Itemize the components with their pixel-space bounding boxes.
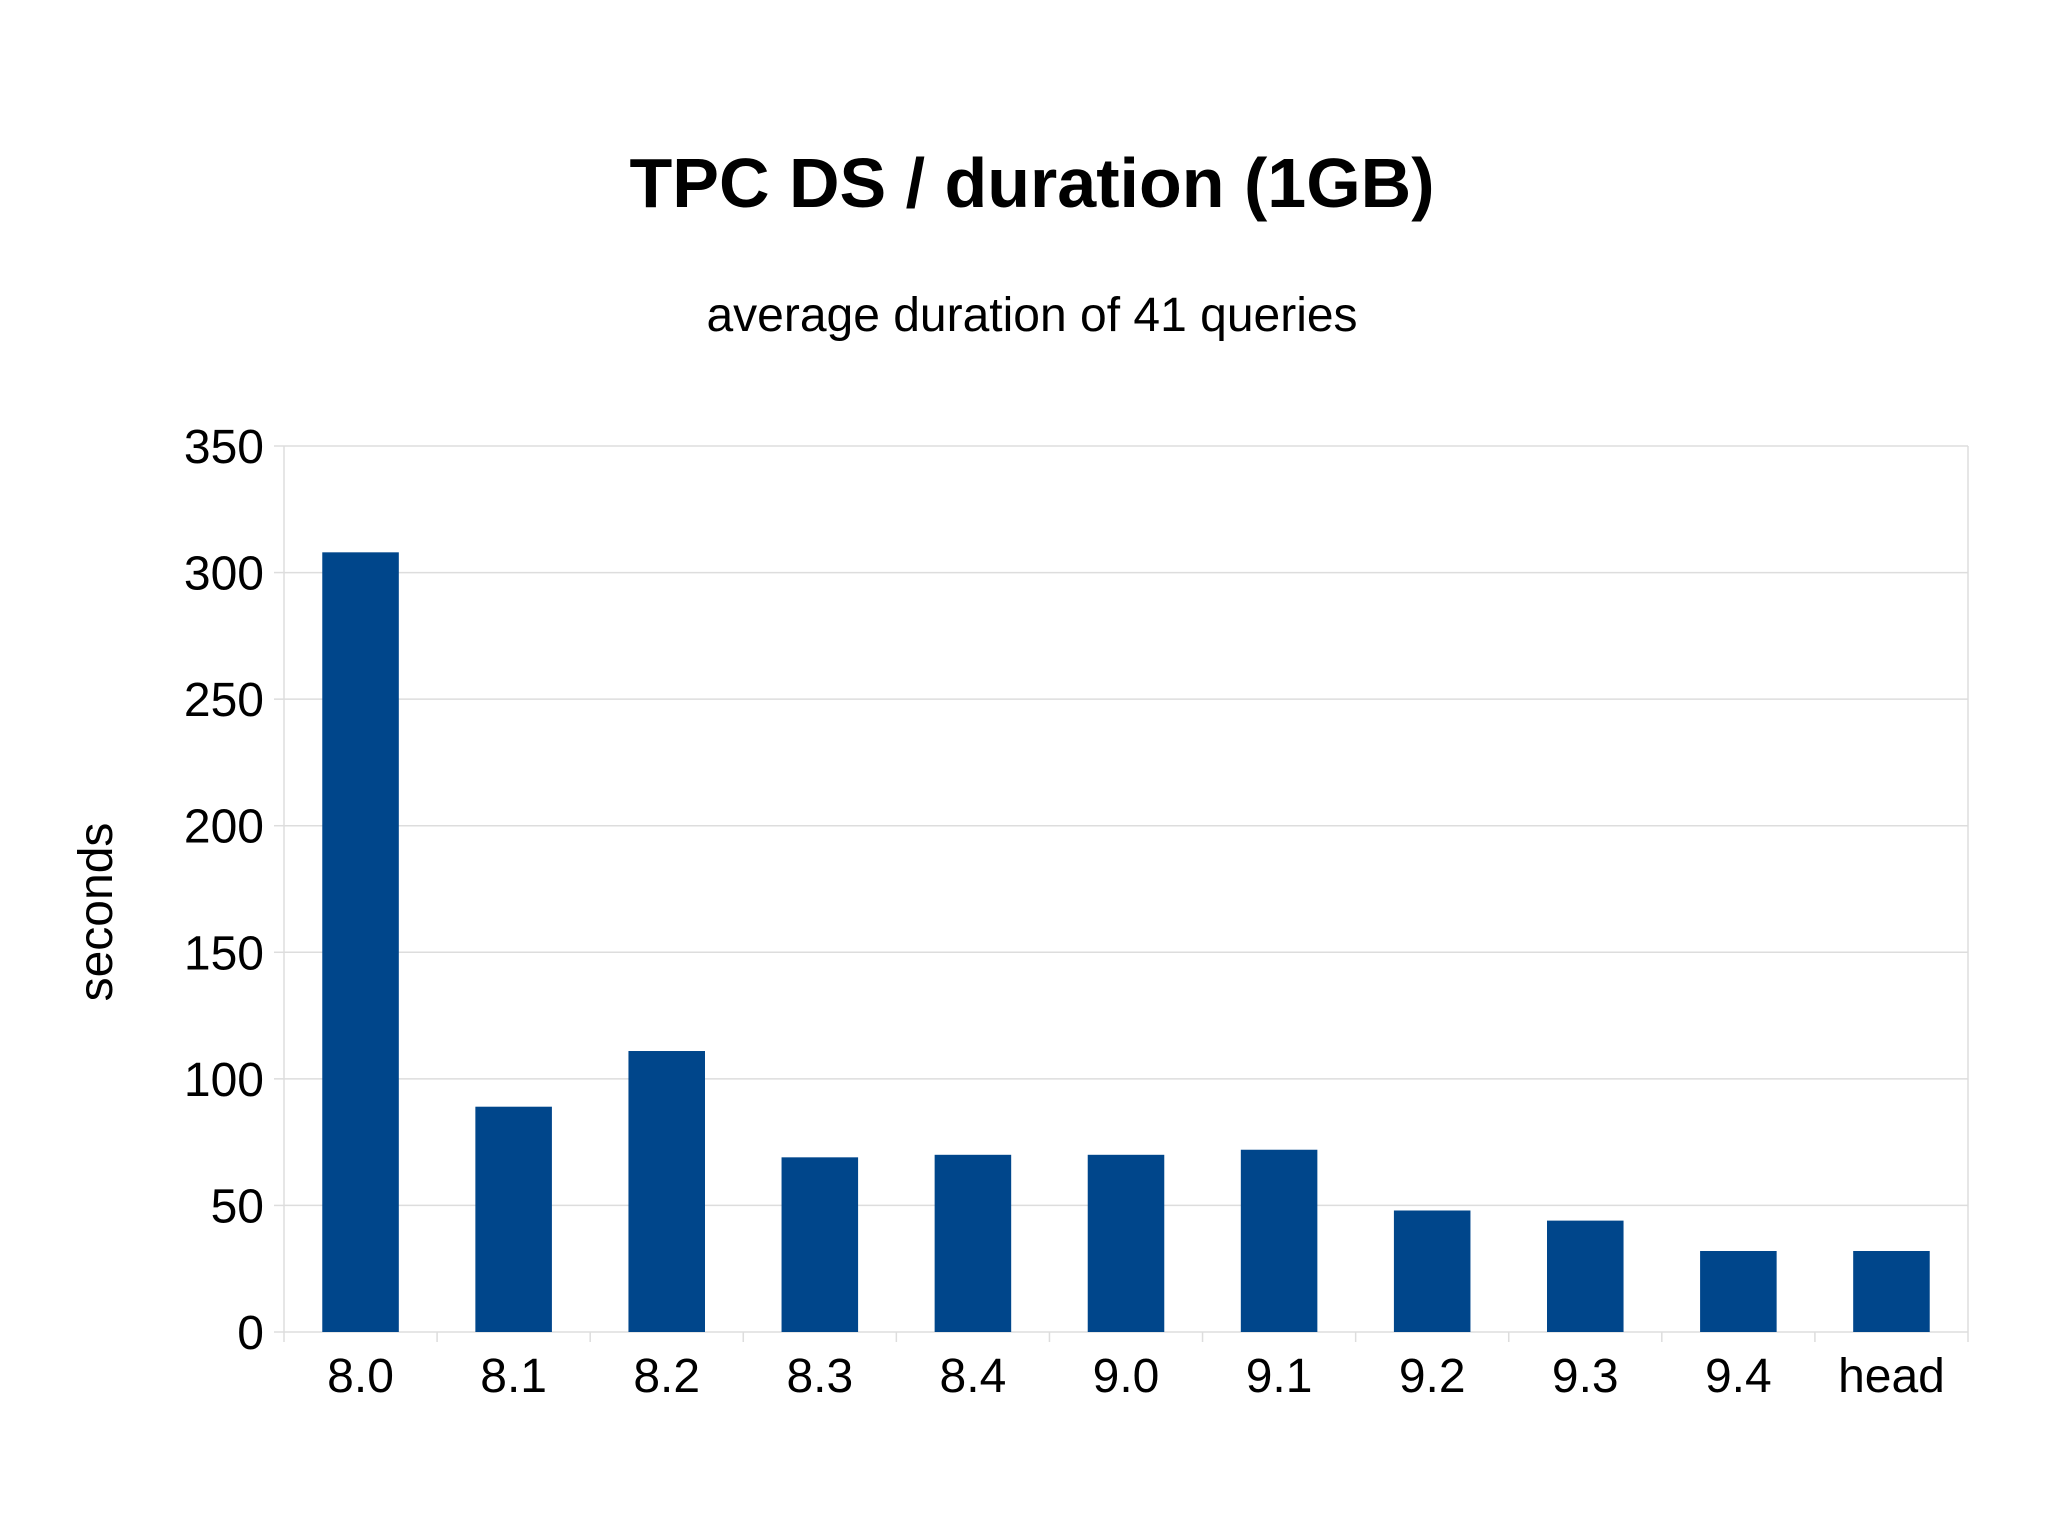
bar-8.0 bbox=[322, 552, 399, 1332]
bar-8.3 bbox=[781, 1157, 859, 1332]
y-tick-label: 350 bbox=[184, 421, 264, 474]
y-axis-title: seconds bbox=[70, 823, 123, 1002]
chart-subtitle: average duration of 41 queries bbox=[706, 289, 1357, 342]
y-tick-label: 250 bbox=[184, 674, 264, 727]
x-tick-label: 9.1 bbox=[1246, 1350, 1313, 1403]
x-tick-label: 9.3 bbox=[1552, 1350, 1619, 1403]
x-tick-label: 8.2 bbox=[633, 1350, 700, 1403]
y-tick-labels: 0 50 100 150 200 250 300 350 bbox=[184, 421, 264, 1360]
bar-8.4 bbox=[934, 1154, 1012, 1332]
y-tick-label: 200 bbox=[184, 801, 264, 854]
chart-title: TPC DS / duration (1GB) bbox=[630, 144, 1435, 222]
x-tick-label: 8.4 bbox=[940, 1350, 1007, 1403]
x-tick-label: 8.0 bbox=[327, 1350, 394, 1403]
y-tick-label: 0 bbox=[237, 1307, 264, 1360]
x-tick-label: head bbox=[1838, 1350, 1945, 1403]
bar-9.1 bbox=[1240, 1149, 1318, 1332]
x-tick-label: 9.2 bbox=[1399, 1350, 1466, 1403]
x-tick-label: 9.4 bbox=[1705, 1350, 1772, 1403]
x-tick-label: 9.0 bbox=[1093, 1350, 1160, 1403]
x-tick-labels: 8.0 8.1 8.2 8.3 8.4 9.0 9.1 9.2 9.3 9.4 head bbox=[327, 1350, 1945, 1403]
bar-9.3 bbox=[1547, 1220, 1624, 1332]
bar-8.1 bbox=[475, 1106, 552, 1332]
x-tick-label: 8.1 bbox=[480, 1350, 547, 1403]
bar-9.4 bbox=[1700, 1250, 1777, 1332]
y-tick-label: 150 bbox=[184, 927, 264, 980]
bars bbox=[322, 552, 1930, 1332]
bar-8.2 bbox=[628, 1051, 705, 1332]
bar-9.2 bbox=[1393, 1210, 1471, 1332]
bar-head bbox=[1853, 1250, 1930, 1332]
y-tick-label: 300 bbox=[184, 548, 264, 601]
x-tick-label: 8.3 bbox=[786, 1350, 853, 1403]
y-tick-label: 50 bbox=[211, 1180, 264, 1233]
axes bbox=[274, 445, 1969, 1342]
y-tick-label: 100 bbox=[184, 1054, 264, 1107]
bar-9.0 bbox=[1087, 1154, 1165, 1332]
